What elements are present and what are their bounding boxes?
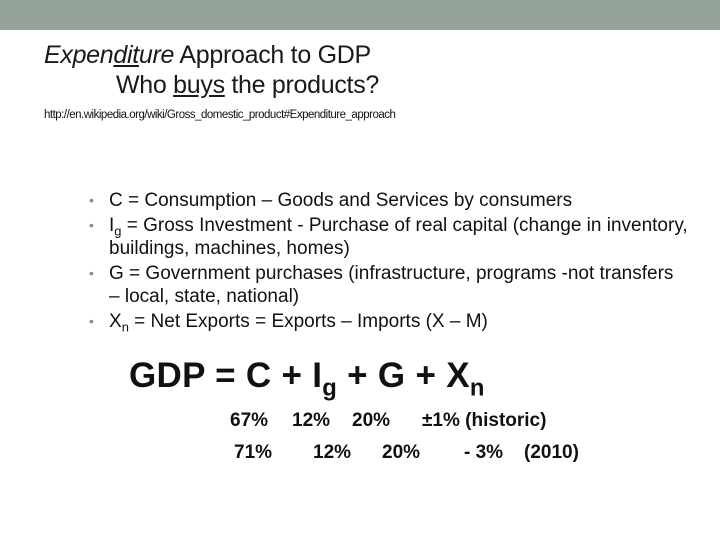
bullet-dot-icon: • xyxy=(89,217,94,233)
gdp-equation: GDP = C + Ig + G + Xn xyxy=(129,356,485,402)
bullet-government: • G = Government purchases (infrastructu… xyxy=(89,263,674,307)
source-url: http://en.wikipedia.org/wiki/Gross_domes… xyxy=(44,109,396,121)
title-line-1: Expenditure Approach to GDP xyxy=(44,41,371,69)
bullet-dot-icon: • xyxy=(89,313,94,329)
share-g-historic: 20% xyxy=(352,410,391,431)
share-i-historic: 12% xyxy=(292,410,331,431)
share-table: 67% 12% 20% ±1% (historic) 71% 12% 20% -… xyxy=(0,409,720,473)
title-line-2: Who buys the products? xyxy=(116,71,380,99)
share-c-historic: 67% xyxy=(230,410,269,431)
share-year-2010: (2010) xyxy=(524,442,579,463)
share-row-historic: 67% 12% 20% ±1% (historic) xyxy=(0,409,720,441)
share-i-2010: 12% xyxy=(313,442,352,463)
share-c-2010: 71% xyxy=(234,442,273,463)
share-row-2010: 71% 12% 20% - 3% (2010) xyxy=(0,441,720,473)
slide-title: Expenditure Approach to GDP Who buys the… xyxy=(44,40,704,100)
share-g-2010: 20% xyxy=(382,442,421,463)
title-expenditure-word: Expenditure xyxy=(44,41,175,69)
title-buys-word: buys xyxy=(173,71,225,99)
top-decorative-bar xyxy=(0,0,720,30)
bullet-dot-icon: • xyxy=(89,192,94,208)
bullet-investment: • Ig = Gross Investment - Purchase of re… xyxy=(89,215,688,259)
share-x-historic: ±1% (historic) xyxy=(422,410,547,431)
bullet-list: • C = Consumption – Goods and Services b… xyxy=(89,189,689,335)
share-x-2010: - 3% xyxy=(464,442,504,463)
bullet-consumption: • C = Consumption – Goods and Services b… xyxy=(89,190,573,211)
bullet-net-exports: • Xn = Net Exports = Exports – Imports (… xyxy=(89,311,488,335)
bullet-dot-icon: • xyxy=(89,265,94,281)
